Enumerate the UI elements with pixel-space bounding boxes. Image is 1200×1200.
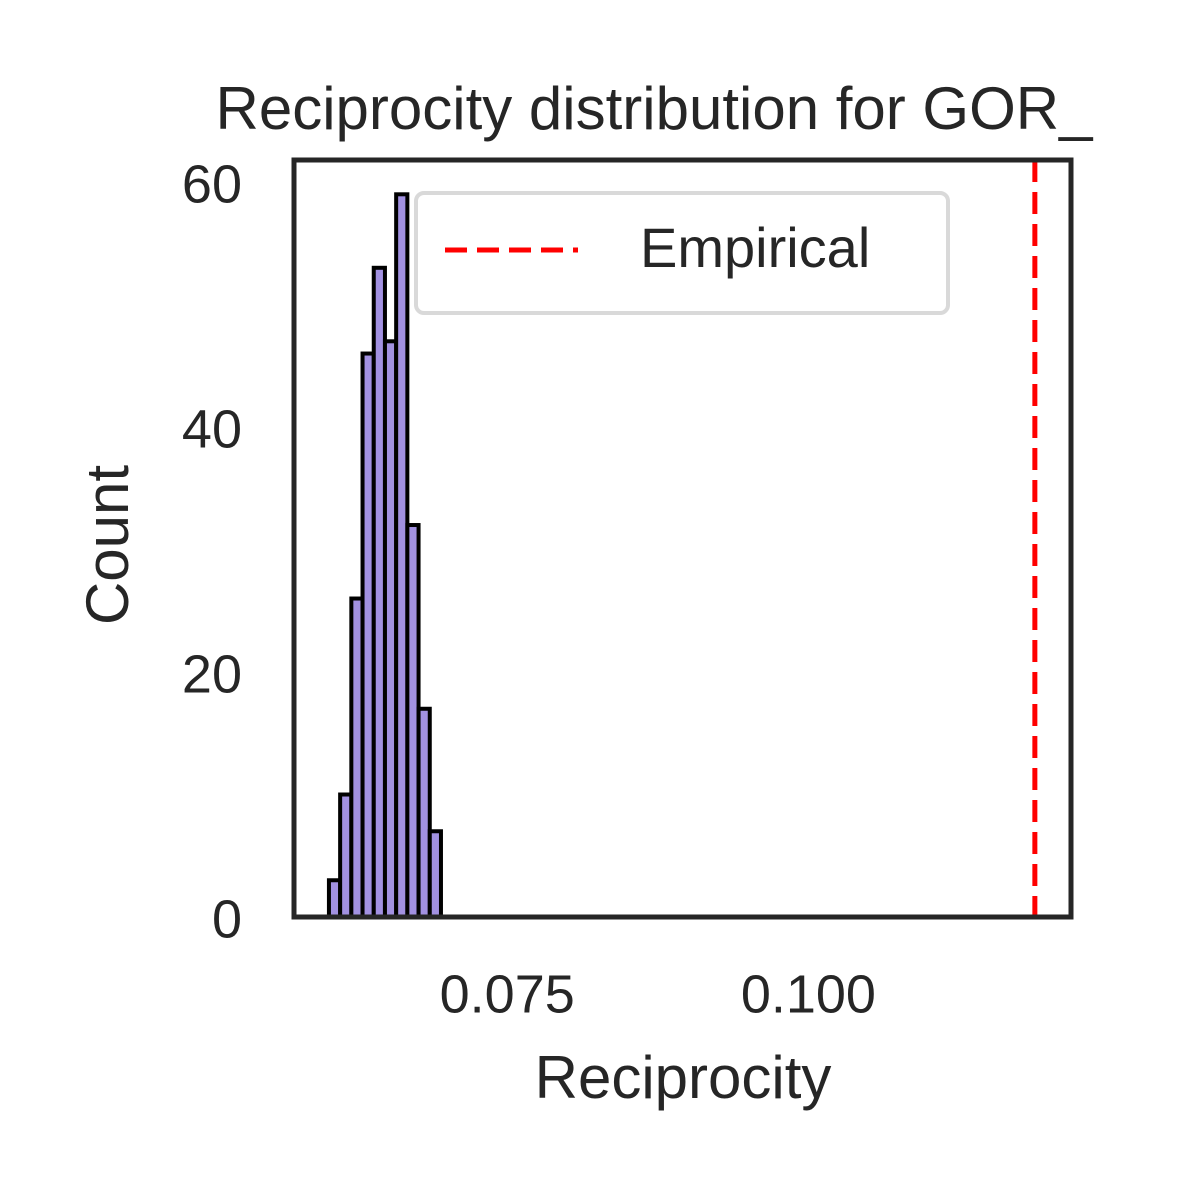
bar (427, 829, 443, 920)
legend-label: Empirical (640, 216, 870, 279)
y-tick-label: 0 (212, 889, 242, 949)
x-tick-label: 0.100 (741, 964, 876, 1024)
x-axis-label: Reciprocity (535, 1044, 832, 1111)
y-tick-label: 20 (182, 644, 242, 704)
chart-title: Reciprocity distribution for GOR_ (216, 75, 1095, 142)
x-tick-label: 0.075 (440, 964, 575, 1024)
y-tick-label: 40 (182, 399, 242, 459)
y-axis-label: Count (74, 465, 141, 625)
axes-frame (291, 157, 1074, 920)
y-tick-label: 60 (182, 154, 242, 214)
legend-box (414, 191, 950, 315)
